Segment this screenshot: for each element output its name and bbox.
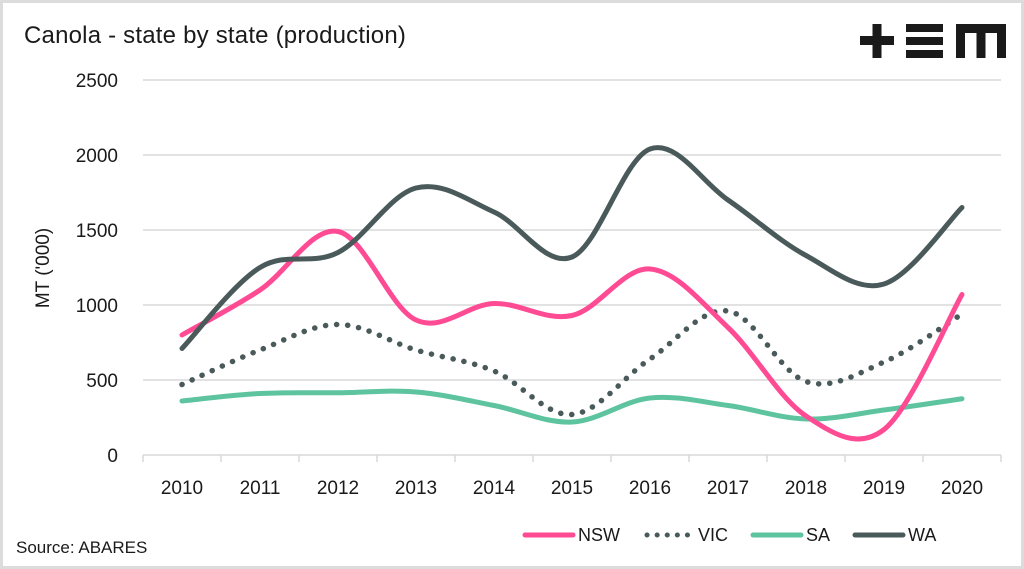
legend-label: VIC [698,524,729,545]
logo-e-bot [906,50,943,58]
x-tick-label: 2015 [551,478,593,499]
series-line-sa [179,388,965,425]
y-axis-label: MT ('000) [33,228,54,308]
legend-label: SA [806,524,831,545]
logo-e-top [906,24,943,32]
x-tick-label: 2011 [240,478,281,499]
y-tick-label: 500 [86,371,118,392]
logo-plus-v [872,24,882,58]
logo-e-mid [906,37,943,45]
y-tick-label: 2000 [76,146,118,167]
legend-swatch-vic [644,532,693,538]
x-tick-label: 2016 [629,478,671,499]
y-axis-ticks: 0 500 1000 1500 2000 2500 [76,71,118,467]
legend-swatch-wa [852,532,906,538]
legend-swatch-nsw [522,532,576,538]
series-line-nsw [179,228,965,442]
logo-m [956,24,1006,58]
y-tick-label: 1000 [76,296,118,317]
legend-label: WA [908,524,937,545]
legend-label: NSW [578,524,620,545]
y-tick-label: 0 [107,446,118,467]
x-tick-label: 2020 [941,478,983,499]
x-tick-label: 2018 [785,478,827,499]
series-line-vic [179,308,965,418]
x-axis: 2010 2011 2012 2013 2014 2015 2016 2017 2018 2019… [142,454,1002,499]
chart-title: Canola - state by state (production) [24,22,407,49]
legend-swatch-sa [750,532,804,538]
x-tick-label: 2013 [395,478,437,499]
tem-logo [860,24,1006,58]
series-line-wa [179,145,965,351]
source-note: Source: ABARES [16,538,148,557]
x-tick-label: 2017 [707,478,749,499]
legend-item-vic: VIC [642,522,728,548]
legend-item-nsw: NSW [522,522,620,548]
legend-item-sa: SA [750,522,830,548]
x-tick-label: 2010 [161,478,203,499]
x-tick-label: 2012 [317,478,359,499]
gridlines [143,79,1001,381]
series-lines [179,145,965,442]
legend-item-wa: WA [852,522,936,548]
x-tick-label: 2014 [473,478,516,499]
y-tick-label: 1500 [76,221,118,242]
legend: NSW VIC SA WA [522,522,958,548]
x-tick-label: 2019 [863,478,905,499]
y-tick-label: 2500 [76,71,118,92]
